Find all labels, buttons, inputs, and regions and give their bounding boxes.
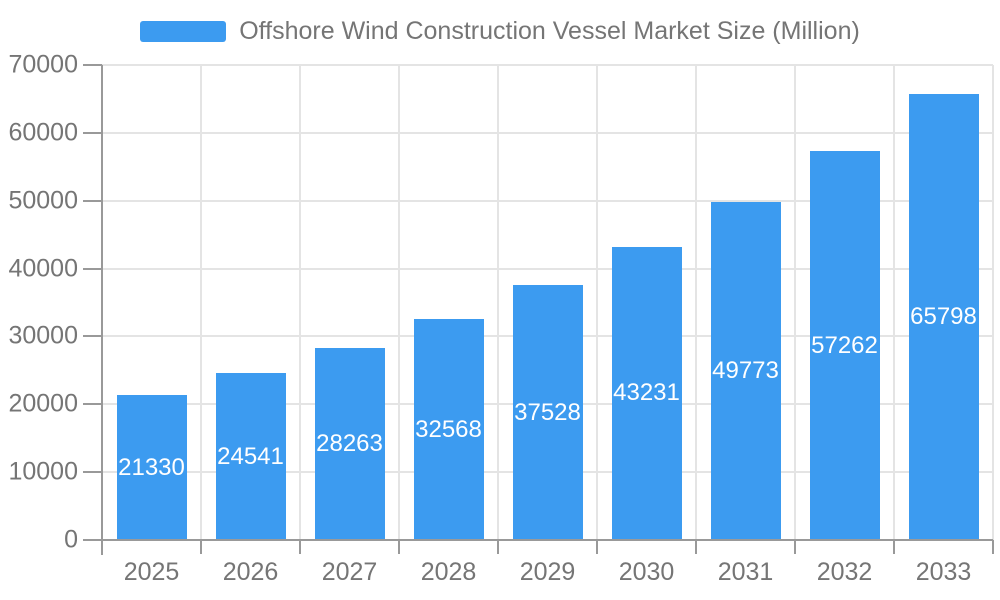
gridline-horizontal xyxy=(102,131,993,134)
x-tick-label: 2025 xyxy=(123,558,180,586)
x-axis-tick xyxy=(596,540,598,554)
y-tick-label: 60000 xyxy=(8,118,78,147)
bar-value-label: 24541 xyxy=(217,442,284,470)
x-axis-tick xyxy=(893,540,895,554)
y-axis-tick xyxy=(83,335,102,338)
bar-value-label: 21330 xyxy=(118,453,185,481)
x-axis-tick xyxy=(200,540,202,554)
y-axis-tick xyxy=(83,403,102,406)
gridline-vertical xyxy=(695,65,697,540)
gridline-horizontal xyxy=(102,199,993,202)
legend-swatch xyxy=(140,20,227,42)
bar-value-label: 37528 xyxy=(514,398,581,426)
y-tick-label: 20000 xyxy=(8,389,78,418)
bar-value-label: 43231 xyxy=(613,379,680,407)
gridline-vertical xyxy=(398,65,400,540)
y-tick-label: 0 xyxy=(64,525,78,554)
y-tick-label: 30000 xyxy=(8,321,78,350)
gridline-vertical xyxy=(992,65,994,540)
legend-item[interactable]: Offshore Wind Construction Vessel Market… xyxy=(0,17,1000,45)
gridline-vertical xyxy=(200,65,202,540)
gridline-vertical xyxy=(497,65,499,540)
bar[interactable] xyxy=(215,373,286,540)
legend-label: Offshore Wind Construction Vessel Market… xyxy=(239,17,860,45)
x-axis-tick xyxy=(497,540,499,554)
bar[interactable] xyxy=(512,285,583,540)
bar-value-label: 57262 xyxy=(811,331,878,359)
bar[interactable] xyxy=(413,319,484,540)
y-axis-tick xyxy=(83,539,102,541)
y-axis-tick xyxy=(83,471,102,474)
gridline-vertical xyxy=(596,65,598,540)
bar-value-label: 49773 xyxy=(712,357,779,385)
x-tick-label: 2026 xyxy=(222,558,279,586)
x-tick-label: 2032 xyxy=(816,558,873,586)
x-tick-label: 2027 xyxy=(321,558,378,586)
x-tick-label: 2030 xyxy=(618,558,675,586)
x-tick-label: 2029 xyxy=(519,558,576,586)
y-axis-tick xyxy=(83,199,102,202)
y-axis-tick xyxy=(83,64,102,66)
plot-area: 21330 24541 28263 32568 37528 43231 49773 57262… xyxy=(102,64,994,540)
x-tick-label: 2033 xyxy=(915,558,972,586)
gridline-horizontal xyxy=(102,64,993,66)
gridline-vertical xyxy=(299,65,301,540)
x-tick-label: 2028 xyxy=(420,558,477,586)
y-tick-label: 40000 xyxy=(8,254,78,283)
gridline-vertical xyxy=(893,65,895,540)
bar[interactable] xyxy=(908,93,979,540)
y-axis-tick xyxy=(83,131,102,134)
x-axis-tick xyxy=(398,540,400,554)
y-axis-tick xyxy=(83,267,102,270)
bar-value-label: 65798 xyxy=(910,302,977,330)
bar-value-label: 32568 xyxy=(415,415,482,443)
x-axis-tick xyxy=(992,540,994,554)
gridline-vertical xyxy=(794,65,796,540)
bar[interactable] xyxy=(611,246,682,540)
x-axis-line xyxy=(102,539,993,541)
x-tick-label: 2031 xyxy=(717,558,774,586)
bar-value-label: 28263 xyxy=(316,430,383,458)
gridline-horizontal xyxy=(102,267,993,270)
y-tick-label: 10000 xyxy=(8,457,78,486)
bar[interactable] xyxy=(809,151,880,540)
bar[interactable] xyxy=(116,395,187,540)
x-axis-tick xyxy=(101,540,103,554)
y-tick-label: 70000 xyxy=(8,50,78,79)
x-axis-tick xyxy=(794,540,796,554)
y-tick-label: 50000 xyxy=(8,186,78,215)
bar[interactable] xyxy=(710,202,781,540)
y-axis-line xyxy=(101,65,103,555)
x-axis-tick xyxy=(299,540,301,554)
x-axis-tick xyxy=(695,540,697,554)
bar[interactable] xyxy=(314,348,385,540)
